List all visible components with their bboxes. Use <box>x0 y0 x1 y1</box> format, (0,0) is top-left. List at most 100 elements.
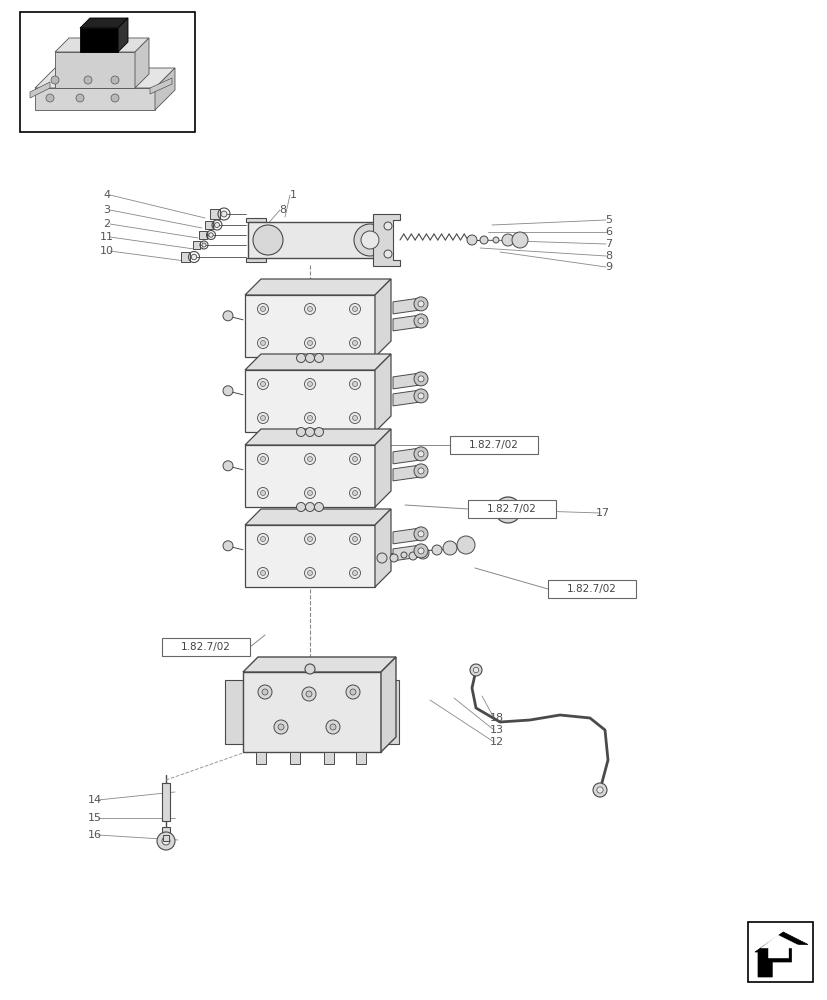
Circle shape <box>349 568 360 578</box>
Circle shape <box>261 536 265 542</box>
Circle shape <box>221 211 227 217</box>
Circle shape <box>296 502 305 512</box>
Circle shape <box>304 568 315 578</box>
Circle shape <box>349 534 360 544</box>
Text: 4: 4 <box>103 190 111 200</box>
Bar <box>162 638 250 656</box>
Circle shape <box>222 311 232 321</box>
Circle shape <box>304 338 315 349</box>
Polygon shape <box>372 214 399 266</box>
Circle shape <box>330 724 336 730</box>
Circle shape <box>214 223 219 228</box>
Polygon shape <box>760 935 803 958</box>
Polygon shape <box>380 680 399 744</box>
Circle shape <box>261 689 268 695</box>
Polygon shape <box>245 429 390 445</box>
Circle shape <box>418 318 423 324</box>
Polygon shape <box>135 38 149 88</box>
Text: 16: 16 <box>88 830 102 840</box>
Circle shape <box>304 534 315 544</box>
Circle shape <box>307 456 312 462</box>
Circle shape <box>222 541 232 551</box>
Circle shape <box>361 231 379 249</box>
Circle shape <box>304 412 315 424</box>
Bar <box>205 221 213 229</box>
Text: 17: 17 <box>595 508 609 518</box>
Circle shape <box>157 832 174 850</box>
Circle shape <box>304 304 315 314</box>
Circle shape <box>349 412 360 424</box>
Circle shape <box>501 234 514 246</box>
Polygon shape <box>118 18 128 52</box>
Bar <box>198 231 207 239</box>
Circle shape <box>349 304 360 314</box>
Circle shape <box>418 451 423 457</box>
Circle shape <box>414 447 428 461</box>
Circle shape <box>314 428 323 436</box>
Polygon shape <box>393 528 420 544</box>
Circle shape <box>307 570 312 576</box>
Circle shape <box>349 488 360 498</box>
Circle shape <box>346 685 360 699</box>
Polygon shape <box>245 279 390 295</box>
Circle shape <box>296 428 305 436</box>
Circle shape <box>376 553 386 563</box>
Text: 1.82.7/02: 1.82.7/02 <box>566 584 616 594</box>
Text: 1.82.7/02: 1.82.7/02 <box>181 642 231 652</box>
Polygon shape <box>375 509 390 587</box>
Circle shape <box>274 720 288 734</box>
Circle shape <box>257 304 268 314</box>
Circle shape <box>208 233 213 237</box>
Polygon shape <box>393 448 420 464</box>
Circle shape <box>500 503 514 517</box>
Bar <box>467 500 555 518</box>
Polygon shape <box>155 68 174 110</box>
Circle shape <box>261 306 265 312</box>
Circle shape <box>191 254 197 260</box>
Polygon shape <box>35 88 155 110</box>
Circle shape <box>307 416 312 420</box>
Text: 12: 12 <box>490 737 504 747</box>
Text: 7: 7 <box>605 239 612 249</box>
Polygon shape <box>245 525 375 587</box>
Bar <box>162 827 170 839</box>
Circle shape <box>414 297 428 311</box>
Text: 18: 18 <box>490 713 504 723</box>
Circle shape <box>261 490 265 495</box>
Circle shape <box>304 378 315 389</box>
Circle shape <box>278 724 284 730</box>
Polygon shape <box>55 38 149 52</box>
Circle shape <box>111 76 119 84</box>
Circle shape <box>222 386 232 396</box>
Circle shape <box>307 381 312 386</box>
Circle shape <box>257 454 268 464</box>
Circle shape <box>258 685 272 699</box>
Circle shape <box>418 531 423 537</box>
Circle shape <box>418 548 423 554</box>
Circle shape <box>349 454 360 464</box>
Circle shape <box>414 389 428 403</box>
Polygon shape <box>245 370 375 432</box>
Circle shape <box>261 340 265 346</box>
Polygon shape <box>35 68 174 88</box>
Circle shape <box>304 454 315 464</box>
Circle shape <box>314 354 323 362</box>
Text: 9: 9 <box>605 262 612 272</box>
Circle shape <box>352 490 357 495</box>
Polygon shape <box>245 295 375 357</box>
Circle shape <box>400 552 407 558</box>
Circle shape <box>202 243 206 247</box>
Circle shape <box>46 94 54 102</box>
Circle shape <box>304 488 315 498</box>
Circle shape <box>384 222 391 230</box>
Circle shape <box>51 76 59 84</box>
Circle shape <box>305 354 314 362</box>
Polygon shape <box>245 509 390 525</box>
Circle shape <box>352 306 357 312</box>
Polygon shape <box>393 373 420 389</box>
Bar <box>210 209 220 219</box>
Circle shape <box>349 338 360 349</box>
Circle shape <box>417 547 428 559</box>
Circle shape <box>261 456 265 462</box>
Circle shape <box>257 568 268 578</box>
